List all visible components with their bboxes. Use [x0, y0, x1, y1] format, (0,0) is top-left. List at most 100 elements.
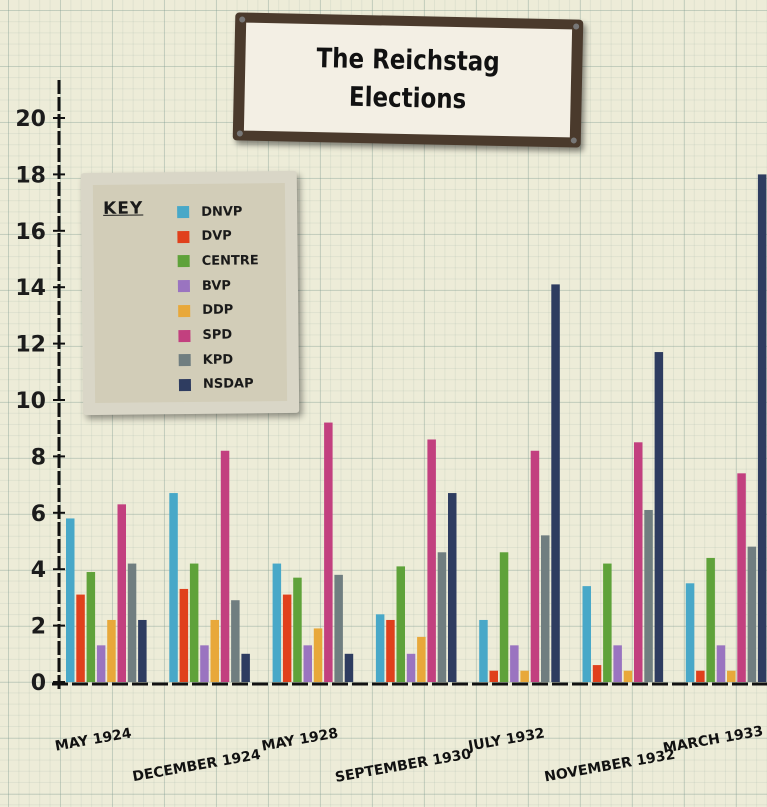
bar-dvp-2	[282, 594, 292, 682]
bar-spd-5	[634, 442, 643, 682]
legend-label: CENTRE	[201, 253, 259, 269]
legend-item-bvp: BVP	[177, 276, 231, 297]
bar-nsdap-3	[448, 493, 457, 682]
bar-nsdap-2	[344, 653, 354, 682]
chart-title: The Reichstag Elections	[243, 22, 573, 138]
bar-centre-1	[189, 563, 199, 682]
legend-swatch	[177, 255, 190, 268]
chart-title-line-1: The Reichstag	[316, 43, 501, 78]
legend-item-kpd: KPD	[178, 350, 234, 371]
category-label-0: MAY 1924	[54, 725, 133, 754]
bar-ddp-4	[520, 670, 529, 682]
legend-item-ddp: DDP	[178, 300, 233, 321]
bar-kpd-3	[437, 552, 447, 682]
bar-ddp-3	[417, 636, 426, 682]
y-tick-label: 16	[15, 220, 46, 245]
screw-icon	[570, 137, 577, 144]
bar-nsdap-1	[241, 653, 250, 682]
y-tick-label: 20	[15, 107, 46, 132]
y-tick-label: 8	[31, 445, 46, 470]
bar-centre-3	[396, 566, 405, 682]
legend-swatch	[177, 280, 190, 293]
legend-item-dnvp: DNVP	[177, 201, 242, 222]
bar-dnvp-4	[479, 619, 488, 682]
legend-swatch	[178, 354, 191, 367]
bar-spd-6	[737, 473, 746, 682]
bar-dvp-0	[76, 594, 85, 682]
legend-swatch	[177, 230, 190, 243]
category-label-5: NOVEMBER 1932	[543, 747, 676, 786]
bar-dnvp-1	[169, 493, 178, 682]
bar-dnvp-0	[66, 518, 75, 682]
bar-kpd-1	[231, 600, 240, 682]
y-tick-label: 18	[15, 163, 46, 188]
legend-swatch	[178, 378, 192, 392]
bar-nsdap-0	[138, 619, 147, 682]
bar-spd-3	[427, 439, 436, 682]
y-axis-ticks: 0 2 4 6 8 10 12 14 16 18 20	[15, 107, 65, 696]
chart-title-line-2: Elections	[348, 81, 467, 116]
bar-kpd-2	[334, 574, 343, 682]
bar-dnvp-3	[375, 614, 385, 682]
category-label-1: DECEMBER 1924	[131, 747, 262, 785]
bar-nsdap-4	[551, 284, 560, 682]
screw-icon	[239, 16, 246, 23]
bar-dvp-5	[592, 665, 602, 682]
bar-centre-0	[86, 572, 96, 682]
bar-dvp-3	[386, 619, 395, 682]
y-tick-label: 0	[31, 671, 46, 696]
legend-item-spd: SPD	[178, 325, 232, 346]
legend-items: DNVP DVP CENTRE BVP DDP SPD KPD NSDAP	[93, 183, 285, 392]
category-label-3: SEPTEMBER 1930	[334, 746, 473, 786]
bar-kpd-0	[127, 563, 137, 682]
legend-label: KPD	[202, 352, 234, 368]
legend-panel: KEY DNVP DVP CENTRE BVP DDP SPD KPD NSDAP	[92, 183, 288, 403]
screw-icon	[573, 23, 580, 30]
bar-spd-2	[324, 422, 333, 682]
bar-centre-2	[293, 577, 302, 682]
bar-ddp-6	[727, 670, 736, 682]
bar-kpd-4	[541, 535, 550, 682]
category-label-2: MAY 1928	[260, 725, 339, 754]
legend-swatch	[178, 329, 191, 342]
bar-centre-6	[706, 557, 715, 682]
legend: KEY DNVP DVP CENTRE BVP DDP SPD KPD NSDAP	[80, 170, 300, 416]
category-label-6: MARCH 1933	[662, 723, 765, 756]
legend-title: KEY	[103, 198, 144, 219]
bar-dnvp-2	[272, 563, 282, 682]
legend-item-dvp: DVP	[177, 226, 232, 247]
bar-nsdap-6	[757, 174, 767, 682]
legend-label: NSDAP	[202, 376, 254, 393]
bar-bvp-3	[406, 653, 416, 682]
legend-label: DDP	[202, 302, 234, 319]
legend-label: BVP	[201, 278, 231, 294]
bar-spd-0	[117, 504, 126, 682]
bar-spd-1	[220, 450, 230, 682]
bar-bvp-6	[716, 645, 726, 682]
bar-dvp-4	[489, 670, 498, 682]
bar-dvp-1	[179, 588, 189, 682]
bars-group	[66, 174, 767, 682]
legend-item-centre: CENTRE	[177, 251, 259, 272]
bar-bvp-2	[303, 645, 312, 682]
legend-label: SPD	[202, 327, 233, 343]
legend-label: DNVP	[201, 203, 243, 220]
y-tick-label: 2	[31, 615, 46, 640]
bar-dnvp-5	[582, 586, 591, 682]
bar-bvp-4	[510, 645, 519, 682]
category-label-4: JULY 1932	[466, 725, 546, 754]
y-tick-label: 10	[15, 389, 46, 414]
bar-kpd-6	[747, 546, 757, 682]
bar-ddp-0	[107, 619, 116, 682]
bar-dnvp-6	[685, 583, 695, 682]
y-tick-label: 14	[15, 276, 46, 301]
bar-bvp-5	[613, 645, 622, 682]
bar-centre-5	[603, 563, 612, 682]
bar-dvp-6	[696, 670, 705, 682]
y-tick-label: 12	[15, 333, 46, 358]
y-tick-label: 6	[31, 502, 46, 527]
bar-ddp-1	[210, 619, 219, 682]
legend-label: DVP	[201, 228, 232, 245]
